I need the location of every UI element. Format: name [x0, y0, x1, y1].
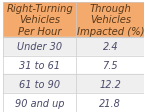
Bar: [76, 3, 144, 38]
Text: 21.8: 21.8: [99, 98, 121, 108]
Text: Under 30: Under 30: [17, 42, 62, 52]
Bar: [3, 93, 144, 112]
Text: 7.5: 7.5: [102, 61, 118, 70]
Text: 90 and up: 90 and up: [15, 98, 64, 108]
Bar: [3, 75, 144, 93]
Bar: [3, 56, 144, 75]
Text: Through
Vehicles
Impacted (%): Through Vehicles Impacted (%): [76, 4, 144, 37]
Text: 12.2: 12.2: [99, 79, 121, 89]
Bar: [3, 38, 144, 56]
Text: Right-Turning
Vehicles
Per Hour: Right-Turning Vehicles Per Hour: [6, 4, 73, 37]
Text: 61 to 90: 61 to 90: [19, 79, 60, 89]
Text: 31 to 61: 31 to 61: [19, 61, 60, 70]
Bar: [3, 3, 76, 38]
Text: 2.4: 2.4: [102, 42, 118, 52]
